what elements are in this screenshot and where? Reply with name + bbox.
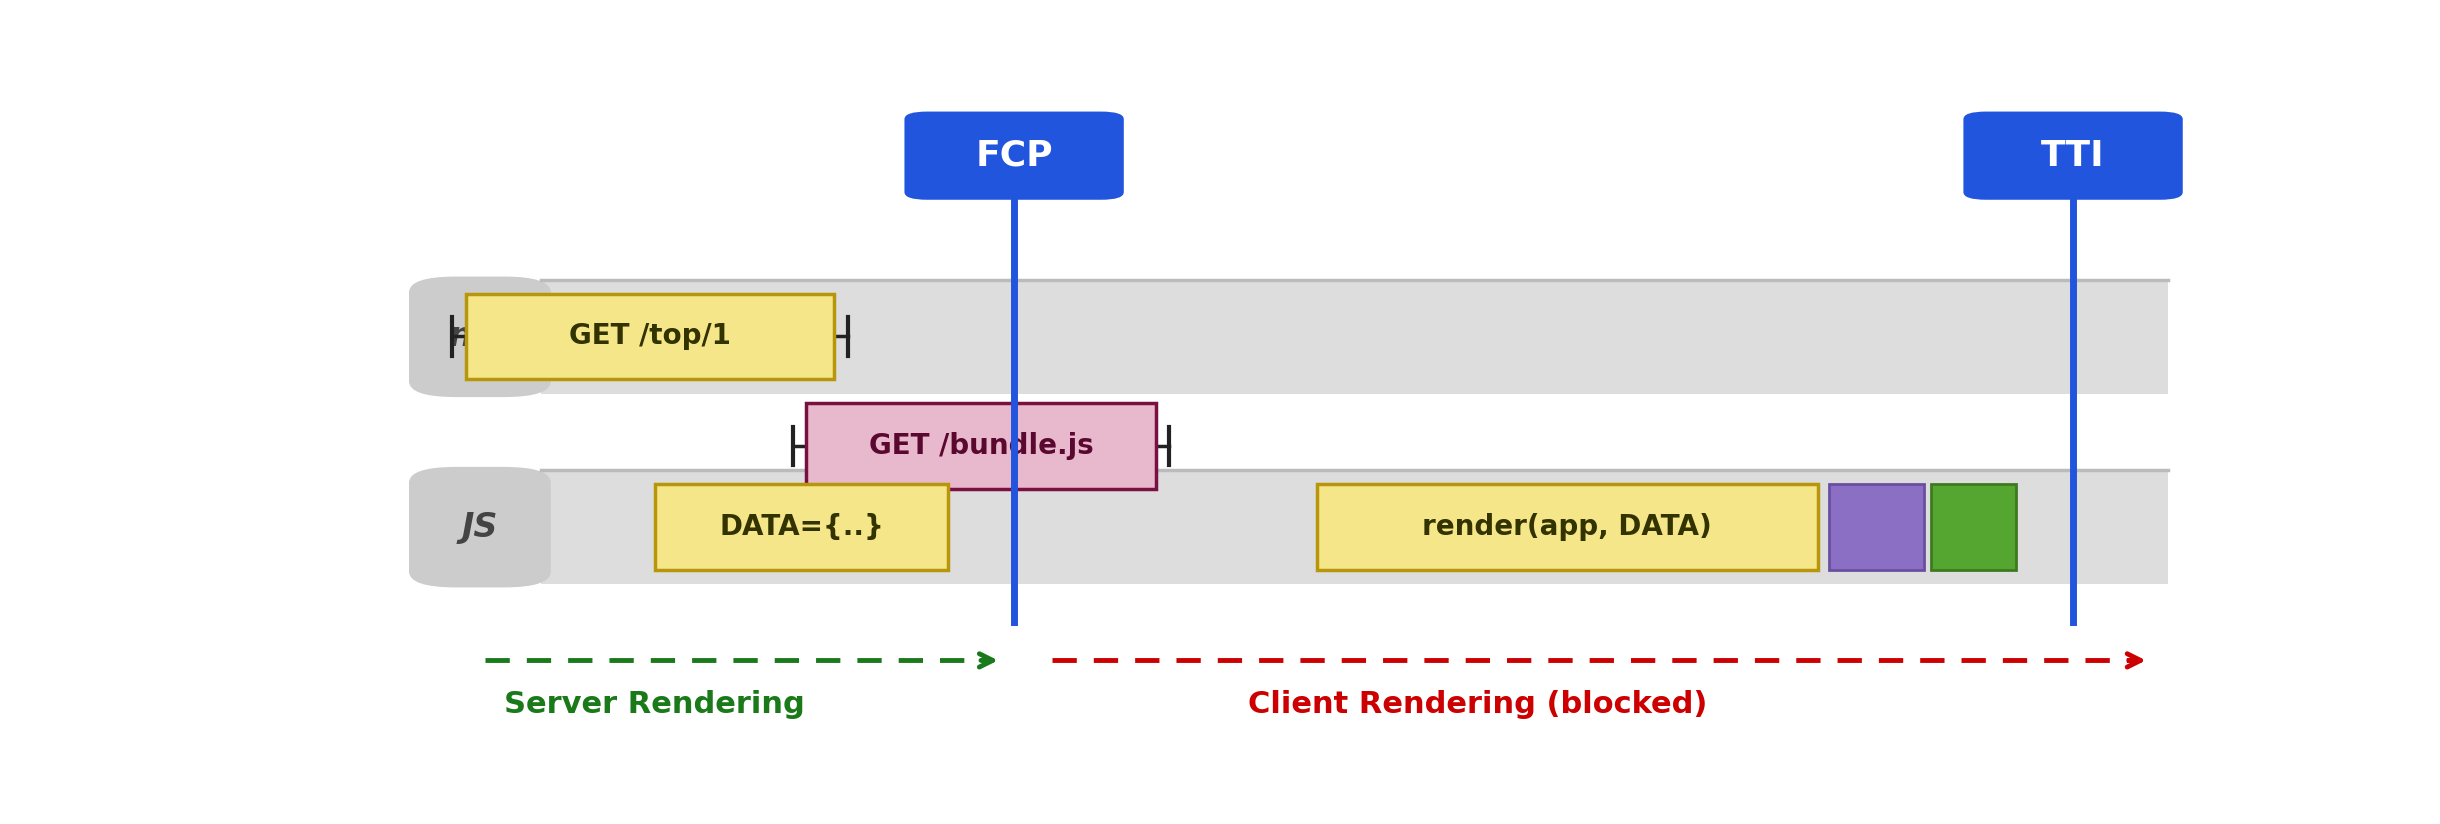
FancyBboxPatch shape (542, 279, 2167, 394)
Text: Server Rendering: Server Rendering (505, 691, 805, 719)
Text: Client Rendering (blocked): Client Rendering (blocked) (1247, 691, 1708, 719)
FancyBboxPatch shape (410, 277, 551, 397)
Text: FCP: FCP (976, 138, 1054, 173)
FancyBboxPatch shape (542, 470, 2167, 584)
Text: TTI: TTI (2042, 138, 2106, 173)
FancyBboxPatch shape (905, 111, 1125, 199)
Text: JS: JS (461, 511, 498, 544)
FancyBboxPatch shape (1932, 484, 2015, 569)
FancyBboxPatch shape (1830, 484, 1923, 569)
Text: render(app, DATA): render(app, DATA) (1423, 513, 1713, 541)
Text: DATA={..}: DATA={..} (720, 513, 883, 541)
FancyBboxPatch shape (410, 467, 551, 588)
FancyBboxPatch shape (805, 404, 1157, 489)
Text: net: net (449, 321, 510, 353)
Text: GET /bundle.js: GET /bundle.js (869, 433, 1093, 461)
FancyBboxPatch shape (654, 484, 947, 569)
FancyBboxPatch shape (1964, 111, 2184, 199)
FancyBboxPatch shape (1318, 484, 1818, 569)
Text: GET /top/1: GET /top/1 (569, 322, 732, 350)
FancyBboxPatch shape (466, 293, 834, 379)
